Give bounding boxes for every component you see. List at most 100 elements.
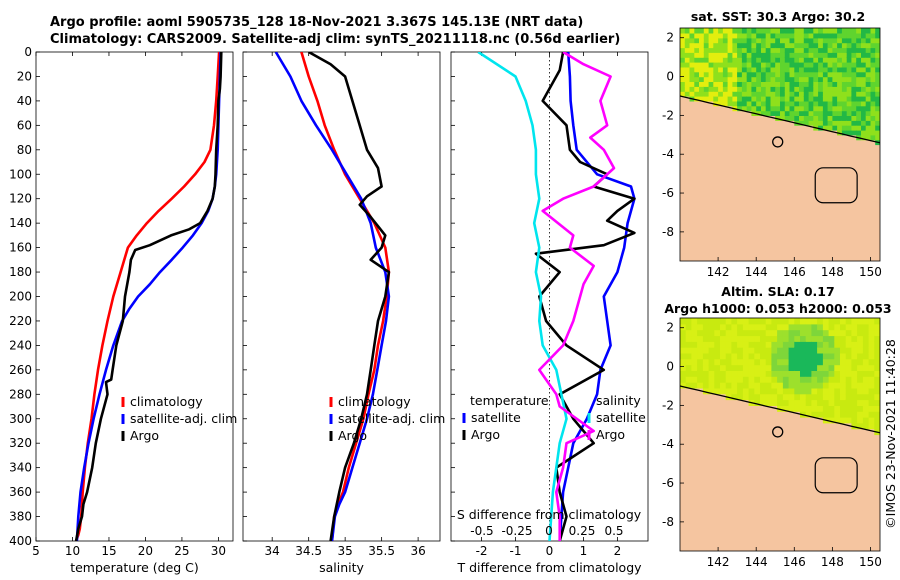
map-cell	[741, 241, 748, 248]
map-cell	[865, 154, 872, 160]
y-tick-label: -2	[662, 108, 674, 122]
map-cell	[703, 110, 710, 116]
map-cell	[746, 134, 753, 141]
map-cell	[754, 527, 761, 535]
map-cell	[765, 193, 772, 199]
map-cell	[725, 376, 732, 383]
map-cell	[851, 129, 857, 136]
map-cell	[754, 457, 761, 465]
map-cell	[725, 323, 732, 331]
map-cell	[828, 376, 835, 383]
map-cell	[861, 159, 867, 165]
map-cell	[708, 463, 715, 470]
map-cell	[760, 440, 767, 447]
map-cell	[714, 533, 721, 540]
map-cell	[874, 481, 880, 488]
map-cell	[703, 222, 710, 228]
map-cell	[856, 178, 862, 184]
map-cell	[856, 188, 862, 194]
map-cell	[727, 28, 733, 34]
map-cell	[699, 193, 705, 199]
map-cell	[794, 28, 800, 34]
map-cell	[784, 115, 791, 121]
map-cell	[713, 76, 719, 82]
map-cell	[846, 202, 853, 209]
map-cell	[803, 168, 810, 175]
map-cell	[720, 387, 727, 395]
map-cell	[748, 539, 755, 546]
map-cell	[875, 178, 880, 184]
map-cell	[684, 62, 691, 68]
map-cell	[851, 91, 857, 97]
map-cell	[799, 139, 805, 146]
map-cell	[770, 105, 776, 112]
map-cell	[865, 134, 872, 141]
map-cell	[746, 197, 753, 204]
map-cell	[851, 246, 857, 252]
y-tick-label: 2	[666, 321, 674, 335]
map-cell	[685, 358, 692, 366]
map-cell	[856, 115, 862, 121]
map-cell	[870, 144, 876, 150]
map-cell	[846, 144, 853, 150]
map-cell	[845, 417, 852, 424]
map-cell	[713, 100, 719, 107]
map-cell	[817, 358, 824, 366]
map-cell	[875, 28, 880, 34]
map-cell	[761, 120, 767, 126]
map-cell	[861, 100, 867, 107]
map-cell	[713, 86, 719, 92]
map-cell	[780, 47, 786, 53]
map-cell	[813, 256, 819, 261]
map-cell	[862, 341, 870, 348]
map-cell	[788, 358, 795, 366]
map-cell	[780, 32, 786, 39]
map-cell	[697, 521, 704, 529]
map-cell	[818, 212, 824, 218]
map-cell	[828, 527, 835, 535]
map-cell	[870, 91, 876, 97]
map-cell	[708, 318, 715, 325]
map-cell	[680, 481, 687, 488]
map-cell	[803, 251, 810, 257]
map-cell	[714, 510, 721, 517]
map-cell	[732, 139, 738, 146]
map-cell	[765, 110, 772, 116]
map-cell	[775, 149, 781, 155]
map-cell	[874, 411, 880, 418]
map-cell	[756, 125, 762, 131]
map-cell	[789, 57, 795, 63]
map-cell	[684, 231, 691, 238]
map-cell	[737, 193, 743, 199]
map-cell	[818, 139, 824, 146]
map-cell	[725, 318, 732, 325]
map-cell	[722, 86, 729, 92]
map-cell	[737, 86, 743, 92]
map-cell	[713, 125, 719, 131]
map-cell	[760, 364, 767, 371]
map-cell	[685, 382, 692, 389]
map-cell	[741, 236, 748, 243]
map-cell	[813, 227, 819, 233]
map-cell	[841, 120, 848, 126]
map-cell	[784, 81, 791, 87]
map-cell	[760, 422, 767, 430]
map-cell	[722, 173, 729, 180]
map-cell	[760, 417, 767, 424]
map-cell	[684, 154, 691, 160]
map-cell	[862, 376, 870, 383]
map-cell	[751, 115, 757, 121]
map-cell	[775, 57, 781, 63]
map-cell	[756, 110, 762, 116]
map-cell	[741, 96, 748, 102]
map-cell	[727, 76, 733, 82]
map-cell	[754, 481, 761, 488]
map-cell	[861, 37, 867, 44]
map-cell	[765, 96, 772, 102]
map-cell	[827, 134, 833, 141]
map-cell	[784, 217, 791, 223]
map-cell	[760, 387, 767, 395]
map-cell	[865, 222, 872, 228]
map-cell	[680, 446, 687, 453]
map-cell	[708, 110, 714, 116]
